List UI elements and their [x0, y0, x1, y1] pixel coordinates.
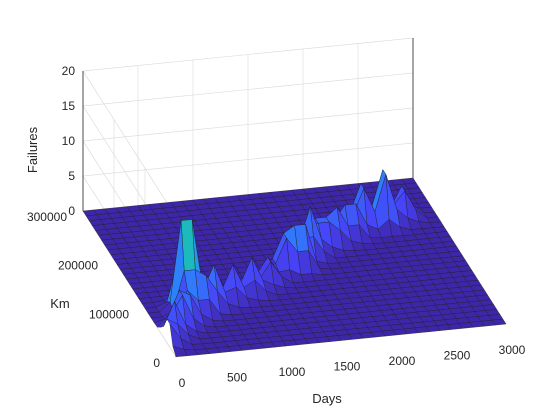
x-axis-label: Days	[312, 391, 342, 406]
z-tick-label: 20	[62, 64, 76, 78]
x-tick-label: 3000	[499, 343, 526, 357]
y-tick-label: 100000	[89, 307, 129, 321]
x-tick-label: 2000	[389, 354, 416, 368]
z-axis-label: Failures	[25, 126, 40, 173]
y-tick-label: 300000	[27, 210, 67, 224]
z-tick-label: 15	[62, 99, 76, 113]
x-tick-label: 1500	[334, 360, 361, 374]
x-tick-label: 1000	[279, 365, 306, 379]
y-axis-label: Km	[50, 296, 70, 311]
grid-line	[82, 70, 177, 218]
surface-cell	[172, 346, 188, 357]
axes: 0 500 1000 1500 2000 2500 3000 0 100000 200000 300…	[27, 64, 526, 390]
x-tick-label: 2500	[444, 349, 471, 363]
z-tick-label: 10	[62, 134, 76, 148]
x-tick-label: 0	[179, 376, 186, 390]
z-tick-label: 0	[68, 204, 75, 218]
y-tick-label: 0	[153, 356, 160, 370]
surface-plot	[82, 169, 507, 357]
z-tick-label: 5	[68, 169, 75, 183]
x-tick-label: 500	[227, 371, 247, 385]
y-tick-label: 200000	[58, 259, 98, 273]
